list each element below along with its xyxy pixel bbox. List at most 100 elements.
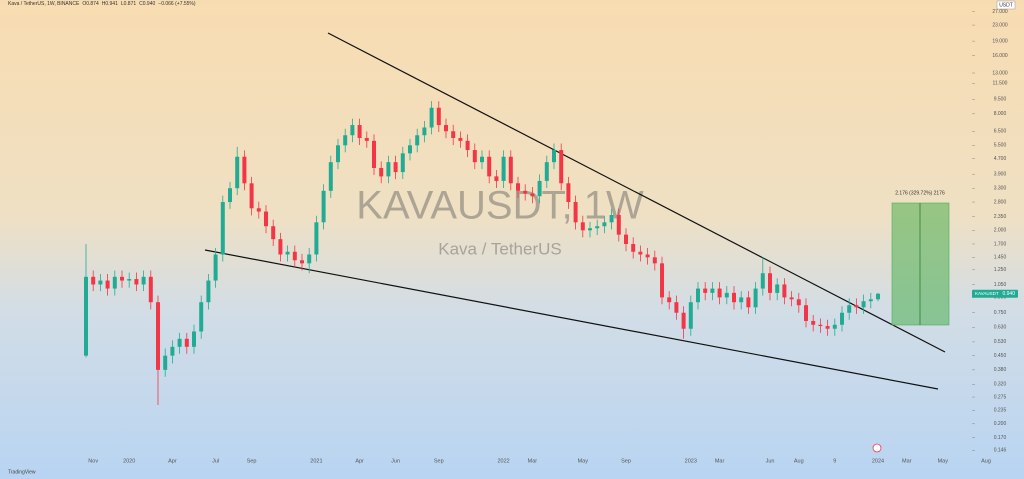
candle-body	[451, 131, 456, 138]
candle-body	[415, 135, 420, 146]
candle-body	[811, 320, 816, 325]
y-tick-label: 6.500	[994, 129, 1007, 135]
candle-body	[580, 222, 585, 231]
y-tick-label: 1.700	[994, 241, 1007, 247]
candle-body	[400, 153, 405, 173]
watermark-subtitle: Kava / TetherUS	[438, 239, 561, 258]
candle-body	[480, 156, 484, 163]
candle-body	[537, 180, 542, 197]
candle-body	[206, 280, 211, 303]
candle-body	[278, 239, 283, 255]
event-icon[interactable]	[872, 443, 882, 453]
candle-body	[688, 302, 693, 329]
candle-body	[148, 276, 153, 303]
candle-body	[141, 276, 146, 285]
candle-body	[573, 202, 578, 223]
candle-body	[314, 222, 319, 255]
candle-body	[782, 284, 787, 298]
y-tick-label: 0.170	[994, 435, 1007, 441]
candle-body	[408, 145, 412, 154]
x-tick-label: Mar	[715, 458, 725, 464]
candle-body	[796, 299, 801, 306]
candle-body	[465, 140, 470, 151]
candle-body	[487, 156, 492, 177]
x-tick-label: 2024	[872, 458, 884, 464]
candle-body	[343, 135, 348, 146]
x-tick-label: 2022	[497, 458, 509, 464]
candle-body	[516, 183, 520, 191]
x-tick-label: May	[938, 458, 949, 464]
candle-body	[501, 156, 506, 181]
y-tick-label: 0.200	[994, 421, 1007, 427]
x-tick-label: May	[578, 458, 589, 464]
measure-label: 2.176 (329.72%) 2176	[895, 190, 945, 196]
y-tick-label: 27.000	[992, 9, 1008, 15]
candle-body	[386, 162, 391, 177]
header-item: −0.066 (+7.55%)	[158, 1, 196, 7]
candle-body	[818, 324, 823, 327]
candle-body	[825, 326, 830, 329]
candle-body	[760, 273, 765, 289]
x-tick-label: Apr	[355, 458, 364, 464]
y-tick-label: 0.750	[994, 310, 1007, 316]
x-tick-label: Apr	[168, 458, 177, 464]
trendline-upper	[327, 32, 946, 353]
candle-body	[854, 305, 859, 308]
y-tick-label: 11.500	[993, 81, 1008, 87]
header-item: L0.871	[121, 1, 137, 7]
candle-body	[242, 156, 247, 184]
candle-body	[724, 292, 729, 298]
axis-unit: USDT	[999, 3, 1013, 9]
footer-logo: TradingView	[8, 469, 36, 475]
candle-body	[508, 156, 513, 184]
candle-body	[559, 150, 564, 184]
x-tick-label: Jul	[212, 458, 219, 464]
price-tag-symbol: KAVAUSDT	[975, 291, 999, 296]
y-tick-label: 0.320	[994, 382, 1007, 388]
candle-body	[307, 254, 312, 264]
candle-body	[120, 276, 124, 281]
y-tick-label: 8.000	[994, 111, 1007, 117]
measure-box	[891, 202, 950, 326]
y-tick-label: 3.900	[994, 172, 1007, 178]
candle-body	[199, 302, 204, 332]
candle-body	[300, 260, 304, 264]
candle-body	[177, 338, 182, 347]
x-tick-label: Mar	[528, 458, 538, 464]
candle-body	[847, 305, 852, 313]
candle-body	[768, 273, 772, 293]
candle-body	[832, 324, 837, 329]
candle-body	[321, 190, 326, 223]
x-tick-label: 2021	[310, 458, 322, 464]
candle-body	[458, 137, 463, 141]
candle-body	[876, 293, 880, 300]
candle-body	[256, 208, 261, 212]
candle-body	[703, 288, 708, 293]
y-tick-label: 13.000	[992, 70, 1008, 76]
y-tick-label: 2.800	[994, 199, 1007, 205]
candle-body	[494, 176, 499, 181]
candle-body	[631, 243, 636, 252]
x-tick-label: Sep	[247, 458, 257, 464]
y-tick-label: 2.350	[994, 214, 1007, 220]
candle-body	[379, 167, 384, 177]
header-item: H0.941	[102, 1, 118, 7]
candle-body	[775, 284, 780, 293]
x-tick-label: 2020	[123, 458, 135, 464]
candle-body	[609, 214, 614, 223]
candle-body	[602, 222, 607, 227]
candle-body	[422, 127, 427, 136]
trendline-lower	[204, 249, 939, 390]
price-tag-value: 0.940	[1002, 291, 1015, 297]
candle-body	[472, 150, 477, 163]
x-tick-label: Nov	[88, 458, 98, 464]
x-tick-label: 2023	[685, 458, 697, 464]
candle-body	[624, 234, 628, 244]
candle-body	[357, 125, 362, 138]
candle-body	[91, 276, 96, 285]
candle-body	[350, 125, 355, 136]
candle-body	[249, 183, 254, 209]
candle-body	[170, 346, 175, 356]
x-tick-label: 9	[833, 458, 836, 464]
